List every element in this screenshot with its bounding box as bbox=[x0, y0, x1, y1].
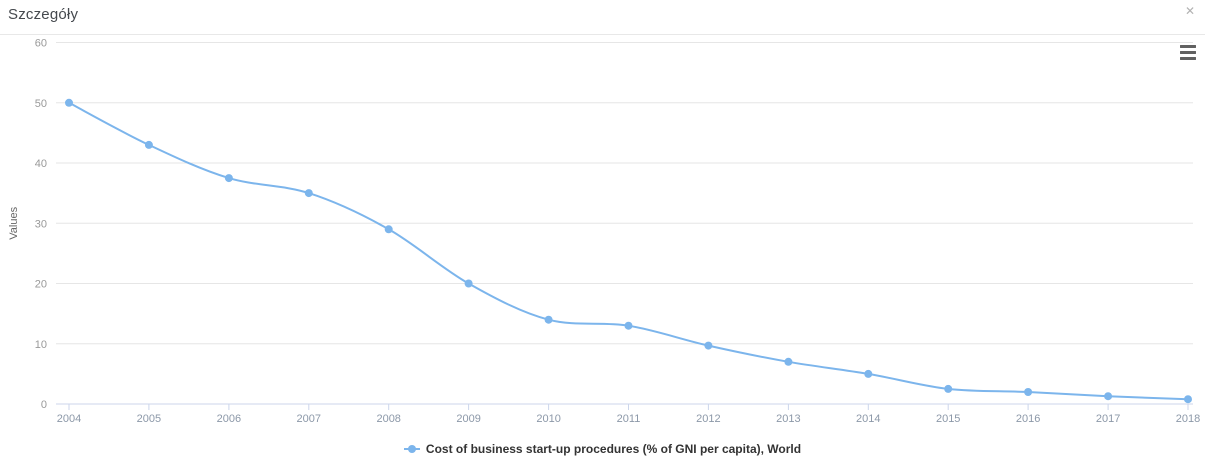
data-point[interactable] bbox=[944, 384, 953, 393]
data-point[interactable] bbox=[1184, 395, 1192, 404]
panel-header: Szczegóły ✕ bbox=[0, 0, 1205, 35]
y-tick-label: 60 bbox=[35, 38, 47, 50]
x-tick-label: 2018 bbox=[1176, 413, 1200, 425]
data-point[interactable] bbox=[224, 174, 233, 183]
y-tick-label: 40 bbox=[35, 158, 47, 170]
data-point[interactable] bbox=[144, 140, 153, 149]
hamburger-icon bbox=[1180, 51, 1196, 54]
x-tick-label: 2005 bbox=[137, 413, 161, 425]
legend-item[interactable]: Cost of business start-up procedures (% … bbox=[0, 440, 1205, 458]
x-tick-label: 2009 bbox=[456, 413, 480, 425]
y-axis-title: Values bbox=[8, 206, 20, 239]
x-tick-label: 2016 bbox=[1016, 413, 1040, 425]
data-point[interactable] bbox=[65, 98, 73, 107]
x-tick-label: 2004 bbox=[57, 413, 81, 425]
data-point[interactable] bbox=[624, 321, 633, 330]
hamburger-icon bbox=[1180, 57, 1196, 60]
x-tick-label: 2011 bbox=[617, 413, 641, 425]
data-point[interactable] bbox=[704, 341, 713, 350]
data-point[interactable] bbox=[384, 225, 393, 234]
data-point[interactable] bbox=[304, 189, 313, 198]
chart-export-menu-button[interactable] bbox=[1180, 45, 1196, 60]
legend-marker-icon bbox=[403, 443, 420, 455]
data-point[interactable] bbox=[464, 279, 473, 288]
data-point[interactable] bbox=[544, 315, 553, 324]
data-point[interactable] bbox=[1024, 388, 1033, 396]
close-icon[interactable]: ✕ bbox=[1184, 4, 1195, 18]
x-tick-label: 2015 bbox=[936, 413, 960, 425]
panel-title: Szczegóły bbox=[8, 6, 79, 23]
x-tick-label: 2013 bbox=[776, 413, 800, 425]
line-chart: 0 10 20 30 40 50 60 2004 2005 2006 2007 2008 2009 201… bbox=[0, 35, 1205, 462]
chart-plot: 0 10 20 30 40 50 60 2004 2005 2006 2007 2008 2009 201… bbox=[8, 38, 1200, 426]
x-tick-label: 2012 bbox=[696, 413, 720, 425]
y-tick-label: 10 bbox=[35, 339, 47, 351]
x-tick-label: 2014 bbox=[856, 413, 880, 425]
series-line bbox=[68, 101, 1189, 401]
data-point[interactable] bbox=[864, 369, 873, 378]
data-point[interactable] bbox=[1104, 392, 1113, 401]
y-tick-label: 30 bbox=[35, 218, 47, 230]
data-point[interactable] bbox=[784, 357, 793, 366]
hamburger-icon bbox=[1180, 45, 1196, 48]
x-tick-label: 2007 bbox=[297, 413, 321, 425]
y-tick-label: 20 bbox=[35, 279, 47, 291]
x-tick-label: 2017 bbox=[1096, 413, 1120, 425]
x-tick-label: 2010 bbox=[536, 413, 560, 425]
y-tick-label: 0 bbox=[41, 399, 47, 411]
legend-dot-icon bbox=[407, 445, 416, 453]
legend-label: Cost of business start-up procedures (% … bbox=[425, 442, 802, 456]
y-tick-label: 50 bbox=[35, 98, 47, 110]
x-tick-label: 2006 bbox=[217, 413, 241, 425]
x-tick-label: 2008 bbox=[376, 413, 400, 425]
